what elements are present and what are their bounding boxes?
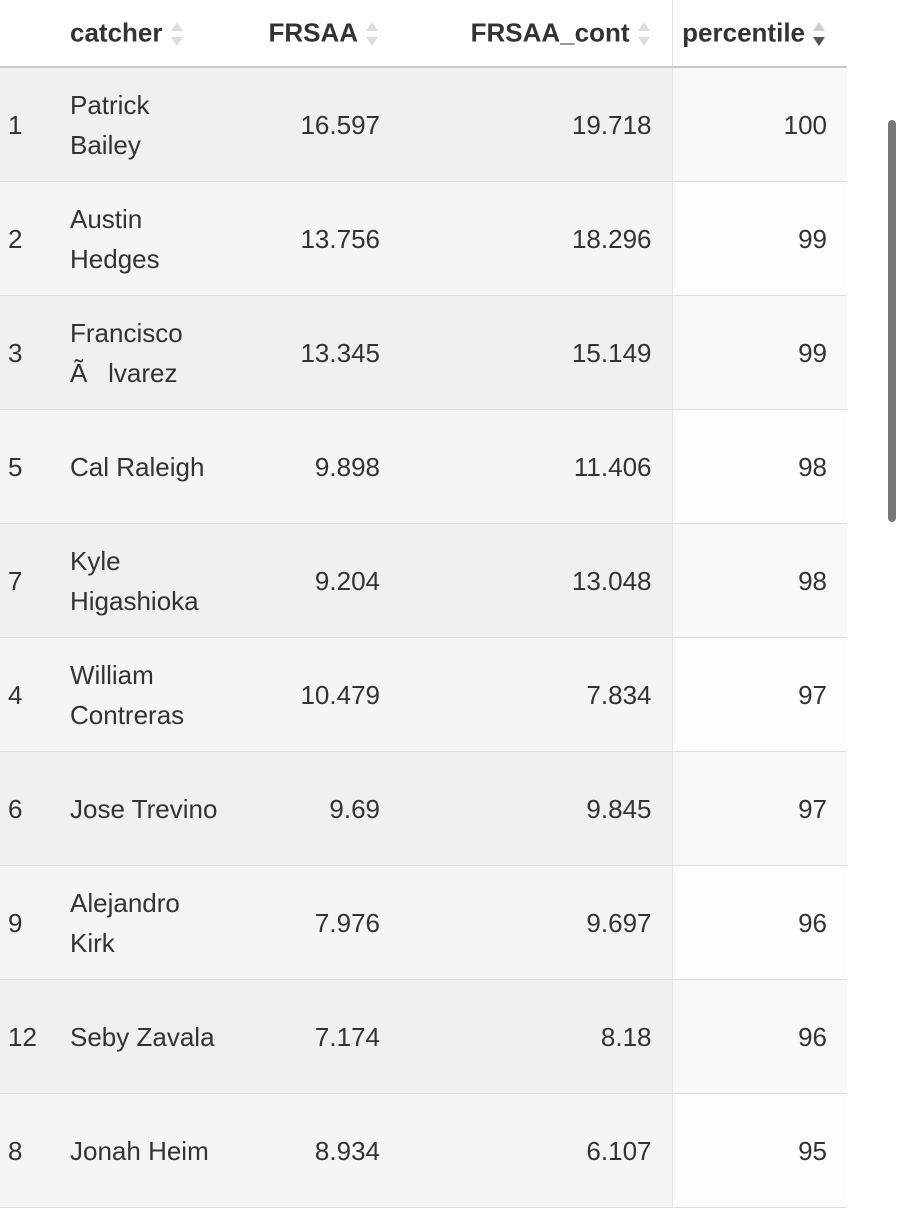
row-index: 4 xyxy=(0,637,62,752)
value-cell: 7.174 xyxy=(234,979,400,1094)
row-index: 6 xyxy=(0,751,62,866)
value-cell: 95 xyxy=(671,1093,847,1208)
value-cell: 6.107 xyxy=(400,1093,672,1208)
table-row[interactable]: 3 Francisco Ãlvarez 13.345 15.149 99 xyxy=(0,295,847,410)
table-row[interactable]: 5 Cal Raleigh 9.898 11.406 98 xyxy=(0,409,847,524)
value-cell: 9.697 xyxy=(400,865,672,980)
value-cell: 10.479 xyxy=(234,637,400,752)
catcher-cell: Patrick Bailey xyxy=(62,67,234,182)
sort-up xyxy=(366,21,378,31)
value-cell: 7.834 xyxy=(400,637,672,752)
column-label: FRSAA_cont xyxy=(470,18,630,49)
sort-up xyxy=(170,21,183,31)
column-header[interactable]: percentile xyxy=(671,0,847,68)
catcher-cell: Austin Hedges xyxy=(62,181,234,296)
sort-icon[interactable] xyxy=(811,18,827,50)
table-row[interactable]: 12 Seby Zavala 7.174 8.18 96 xyxy=(0,979,847,1094)
column-label: catcher xyxy=(70,18,163,49)
value-cell: 8.934 xyxy=(234,1093,400,1208)
table-header: catcher FRSAA FRSAA_cont percentile xyxy=(0,0,847,68)
column-label: percentile xyxy=(682,18,805,49)
header-row: catcher FRSAA FRSAA_cont percentile xyxy=(0,0,847,68)
sort-down xyxy=(637,36,650,46)
catcher-cell: Cal Raleigh xyxy=(62,409,234,524)
sort-down xyxy=(366,36,378,46)
catcher-cell: William Contreras xyxy=(62,637,234,752)
table-body: 1 Patrick Bailey 16.597 19.718 100 2 Austin He… xyxy=(0,67,847,1208)
table-row[interactable]: 2 Austin Hedges 13.756 18.296 99 xyxy=(0,181,847,296)
sort-up xyxy=(813,21,825,31)
sort-down xyxy=(170,36,183,46)
row-index: 12 xyxy=(0,979,62,1094)
row-index: 8 xyxy=(0,1093,62,1208)
value-cell: 96 xyxy=(671,979,847,1094)
value-cell: 98 xyxy=(671,409,847,524)
value-cell: 9.204 xyxy=(234,523,400,638)
value-cell: 9.898 xyxy=(234,409,400,524)
column-header[interactable]: FRSAA xyxy=(234,0,400,68)
value-cell: 13.345 xyxy=(234,295,400,410)
sort-icon[interactable] xyxy=(169,18,185,50)
column-header[interactable]: catcher xyxy=(62,0,234,68)
value-cell: 97 xyxy=(671,751,847,866)
row-index: 2 xyxy=(0,181,62,296)
row-index: 7 xyxy=(0,523,62,638)
row-index: 5 xyxy=(0,409,62,524)
row-index: 1 xyxy=(0,67,62,182)
catcher-cell: Seby Zavala xyxy=(62,979,234,1094)
table-row[interactable]: 4 William Contreras 10.479 7.834 97 xyxy=(0,637,847,752)
catcher-cell: Francisco Ãlvarez xyxy=(62,295,234,410)
value-cell: 16.597 xyxy=(234,67,400,182)
value-cell: 19.718 xyxy=(400,67,672,182)
value-cell: 18.296 xyxy=(400,181,672,296)
catcher-cell: Alejandro Kirk xyxy=(62,865,234,980)
catcher-cell: Jose Trevino xyxy=(62,751,234,866)
value-cell: 98 xyxy=(671,523,847,638)
row-index: 3 xyxy=(0,295,62,410)
row-index: 9 xyxy=(0,865,62,980)
value-cell: 100 xyxy=(671,67,847,182)
value-cell: 11.406 xyxy=(400,409,672,524)
value-cell: 9.69 xyxy=(234,751,400,866)
sort-icon[interactable] xyxy=(364,18,380,50)
table-row[interactable]: 1 Patrick Bailey 16.597 19.718 100 xyxy=(0,67,847,182)
catcher-cell: Jonah Heim xyxy=(62,1093,234,1208)
sort-icon[interactable] xyxy=(636,18,652,50)
table-row[interactable]: 7 Kyle Higashioka 9.204 13.048 98 xyxy=(0,523,847,638)
column-label: FRSAA xyxy=(268,18,358,49)
value-cell: 7.976 xyxy=(234,865,400,980)
sort-down xyxy=(813,36,825,46)
column-header[interactable]: FRSAA_cont xyxy=(400,0,672,68)
value-cell: 99 xyxy=(671,181,847,296)
value-cell: 97 xyxy=(671,637,847,752)
table-row[interactable]: 6 Jose Trevino 9.69 9.845 97 xyxy=(0,751,847,866)
value-cell: 96 xyxy=(671,865,847,980)
sort-up xyxy=(637,21,650,31)
catcher-cell: Kyle Higashioka xyxy=(62,523,234,638)
table-row[interactable]: 8 Jonah Heim 8.934 6.107 95 xyxy=(0,1093,847,1208)
value-cell: 99 xyxy=(671,295,847,410)
table-row[interactable]: 9 Alejandro Kirk 7.976 9.697 96 xyxy=(0,865,847,980)
index-header xyxy=(0,0,62,68)
value-cell: 13.048 xyxy=(400,523,672,638)
value-cell: 9.845 xyxy=(400,751,672,866)
data-table: catcher FRSAA FRSAA_cont percentile 1 Patric… xyxy=(0,0,847,1208)
scrollbar[interactable] xyxy=(888,120,896,522)
value-cell: 8.18 xyxy=(400,979,672,1094)
value-cell: 13.756 xyxy=(234,181,400,296)
value-cell: 15.149 xyxy=(400,295,672,410)
